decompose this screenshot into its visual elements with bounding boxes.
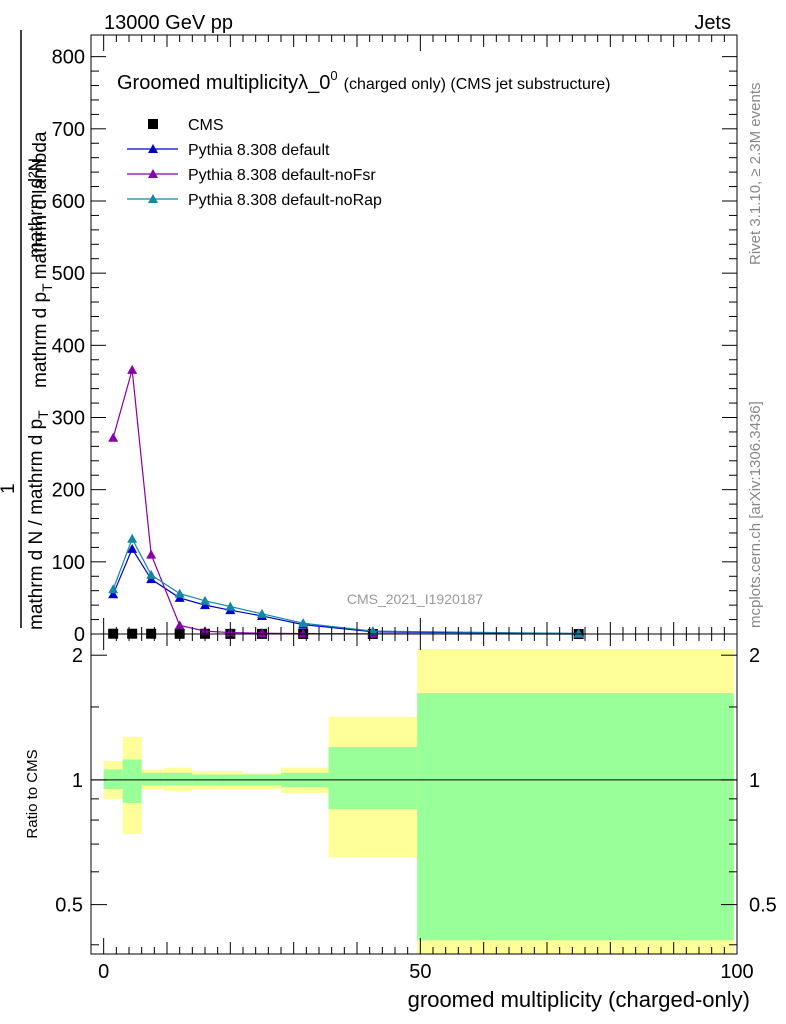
ratio-band-inner <box>122 759 142 803</box>
main-ytick-label: 100 <box>52 552 85 574</box>
y-label-prefactor-denominator-sub: T <box>35 410 51 419</box>
legend-marker <box>148 119 158 129</box>
data-point-pythia-8-308-default-nofsr <box>127 364 138 374</box>
rivet-label: Rivet 3.1.10, ≥ 2.3M events <box>747 83 764 266</box>
xtick-label: 50 <box>409 961 431 983</box>
y-label-denominator: mathrm d pTmathrm d lambda <box>30 131 55 388</box>
xtick-label: 0 <box>98 961 109 983</box>
xtick-label: 100 <box>720 961 753 983</box>
chart-title-suffix: (charged only) (CMS jet substructure) <box>344 76 611 93</box>
chart-title: Groomed multiplicityλ_00 (charged only) (… <box>117 68 610 94</box>
data-point-pythia-8-308-default-norap <box>573 628 584 638</box>
legend-marker <box>148 144 158 153</box>
chart-title-superscript: 0 <box>330 68 337 83</box>
y-label-denominator-main: mathrm d p <box>30 292 51 388</box>
ratio-panel: 0.5 0.5 1 1 2 2 0 50 100 Ratio to CMS groomed m… <box>24 633 777 1012</box>
data-point-pythia-8-308-default-norap <box>225 601 236 611</box>
ratio-band-inner <box>163 772 193 786</box>
x-axis-label: groomed multiplicity (charged-only) <box>408 987 750 1012</box>
main-ytick-label: 500 <box>52 263 85 285</box>
data-point-pythia-8-308-default-norap <box>108 584 119 594</box>
data-point-pythia-8-308-default-norap <box>200 595 210 605</box>
chart-title-main: Groomed multiplicityλ_0 <box>117 72 330 94</box>
data-point-pythia-8-308-default <box>108 589 119 599</box>
legend: CMS Pythia 8.308 default Pythia 8.308 defa… <box>127 117 382 209</box>
ratio-frame <box>90 633 738 955</box>
ratio-ytick-label-right: 1 <box>749 770 760 792</box>
y-label-denominator-sub: T <box>39 283 55 292</box>
main-ytick-label: 600 <box>52 191 85 213</box>
ratio-ytick-label-right: 2 <box>749 645 760 667</box>
main-ytick-label: 200 <box>52 480 85 502</box>
main-ytick-label: 800 <box>52 47 85 69</box>
data-point-pythia-8-308-default-norap <box>174 588 185 598</box>
y-axis-label: mathrm d²N mathrm d N / mathrm d pT 1 ma… <box>0 30 55 630</box>
legend-label: Pythia 8.308 default <box>188 142 330 159</box>
main-panel: 0 100 200 300 400 500 600 700 800 CMS_2021_I1920… <box>0 30 738 646</box>
ratio-band-inner <box>141 772 164 786</box>
ratio-ytick-label: 0.5 <box>55 895 83 917</box>
process-label: Jets <box>694 12 731 34</box>
data-point-pythia-8-308-default-norap <box>367 626 378 636</box>
main-ytick-label: 0 <box>74 624 85 646</box>
energy-label: 13000 GeV pp <box>104 12 233 34</box>
data-point-pythia-8-308-default-norap <box>146 569 157 579</box>
data-point-pythia-8-308-default-nofsr <box>298 628 309 638</box>
legend-label: Pythia 8.308 default-noRap <box>188 192 382 209</box>
ratio-ytick-label: 1 <box>72 770 83 792</box>
main-ytick-label: 700 <box>52 119 85 141</box>
data-point-pythia-8-308-default-nofsr <box>108 432 119 442</box>
data-point-pythia-8-308-default-nofsr <box>146 549 157 559</box>
legend-label: CMS <box>188 117 224 134</box>
data-point-pythia-8-308-default-norap <box>298 618 309 628</box>
y-label-prefactor-numerator: 1 <box>0 483 19 494</box>
series-line-pythia-8-308-default <box>112 547 579 635</box>
ratio-band-inner <box>103 769 123 790</box>
series-line-pythia-8-308-default-norap <box>112 537 579 635</box>
mcplots-label: mcplots.cern.ch [arXiv:1306.3436] <box>747 401 764 628</box>
ratio-y-label: Ratio to CMS <box>24 749 41 838</box>
data-point-pythia-8-308-default-norap <box>257 608 267 618</box>
legend-marker <box>148 194 158 203</box>
ratio-band-inner <box>328 747 418 810</box>
y-label-prefactor-denominator: mathrm d N / mathrm d pT <box>26 410 51 630</box>
watermark: CMS_2021_I1920187 <box>347 591 483 607</box>
y-label-prefactor-denominator-main: mathrm d N / mathrm d p <box>26 419 47 630</box>
y-label-numerator: mathrm d²N <box>26 158 47 258</box>
data-point-pythia-8-308-default-norap <box>127 533 138 543</box>
data-point-pythia-8-308-default-nofsr <box>174 620 185 630</box>
ratio-ytick-label-right: 0.5 <box>749 895 777 917</box>
main-ytick-label: 400 <box>52 335 85 357</box>
main-ytick-label: 300 <box>52 407 85 429</box>
legend-label: Pythia 8.308 default-noFsr <box>188 167 376 184</box>
legend-marker <box>148 169 158 178</box>
ratio-ytick-label: 2 <box>72 645 83 667</box>
data-point-pythia-8-308-default-nofsr <box>257 628 267 638</box>
data-point-pythia-8-308-default <box>127 543 138 553</box>
ratio-band-inner <box>417 693 734 941</box>
y-label-denominator-tail: mathrm d lambda <box>30 131 51 279</box>
